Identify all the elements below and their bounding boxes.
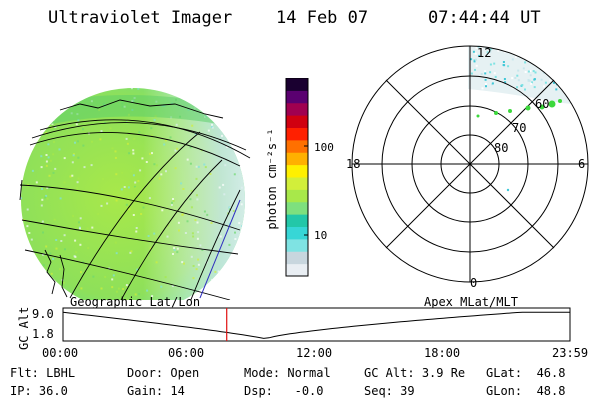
colorbar-stripe <box>286 251 308 265</box>
colorbar <box>285 78 309 277</box>
status-door: Door: Open <box>127 366 200 380</box>
polar-grid <box>351 45 589 283</box>
geographic-image <box>19 88 251 300</box>
mlat-label-60: 60 <box>535 97 550 111</box>
timeline-ytick-top: 9.0 <box>32 307 54 321</box>
geographic-panel-label: Geographic Lat/Lon <box>70 295 201 309</box>
instrument-title: Ultraviolet Imager <box>48 8 233 28</box>
timeline-xtick-4: 23:59 <box>552 346 589 360</box>
colorbar-stripe <box>286 226 308 240</box>
aurora-dots <box>476 99 562 192</box>
colorbar-tick-10: 10 <box>314 229 328 242</box>
lat-lon-grid <box>19 119 251 300</box>
colorbar-stripe <box>286 102 308 116</box>
status-glat: GLat: 46.8 <box>486 366 566 380</box>
mlat-label-80: 80 <box>494 141 509 155</box>
colorbar-unit-label: photon cm⁻²s⁻¹ <box>265 128 279 230</box>
colorbar-stripe <box>286 263 308 277</box>
mlt-label-bottom: 0 <box>470 276 478 290</box>
status-mode: Mode: Normal <box>244 366 331 380</box>
colorbar-tick-100: 100 <box>314 141 334 154</box>
status-gain: Gain: 14 <box>127 384 185 398</box>
apex-panel-label: Apex MLat/MLT <box>424 295 518 309</box>
colorbar-frame <box>285 78 309 277</box>
colorbar-stripe <box>286 152 308 166</box>
colorbar-stripe <box>286 115 308 128</box>
colorbar-stripe <box>286 78 308 91</box>
colorbar-stripe <box>286 139 308 153</box>
terminator-line <box>199 199 241 299</box>
mlt-label-left: 18 <box>346 157 361 171</box>
status-dsp: Dsp: -0.0 <box>244 384 324 398</box>
timeline-ytick-bottom: 1.8 <box>32 327 54 341</box>
timeline-xtick-1: 06:00 <box>168 346 205 360</box>
colorbar-stripe <box>286 214 308 227</box>
colorbar-stripe <box>286 177 308 190</box>
colorbar-stripe <box>286 238 308 252</box>
timeline-xtick-0: 00:00 <box>42 346 79 360</box>
altitude-curve <box>62 311 570 339</box>
date-label: 14 Feb 07 <box>276 8 369 28</box>
mlat-label-70: 70 <box>512 121 527 135</box>
timeline-plot <box>62 307 571 342</box>
status-ip: IP: 36.0 <box>10 384 68 398</box>
disk-fade <box>21 88 245 300</box>
colorbar-ticks <box>304 145 308 236</box>
colorbar-stripe <box>286 164 308 178</box>
colorbar-stripe <box>286 90 308 104</box>
status-gc-alt: GC Alt: 3.9 Re <box>364 366 466 380</box>
polar-plot <box>351 45 589 283</box>
status-seq: Seq: 39 <box>364 384 415 398</box>
timeline-xtick-3: 18:00 <box>424 346 461 360</box>
coastline <box>19 99 224 298</box>
timeline-xtick-2: 12:00 <box>296 346 333 360</box>
status-glon: GLon: 48.8 <box>486 384 566 398</box>
colorbar-stripe <box>286 127 308 141</box>
timeline-ylabel: GC Alt <box>17 306 31 350</box>
colorbar-stripe <box>286 201 308 215</box>
colorbar-stripe <box>286 189 308 203</box>
mlt-label-right: 6 <box>578 157 586 171</box>
mlt-label-top: 12 <box>477 46 492 60</box>
time-label: 07:44:44 UT <box>428 8 541 28</box>
status-flt: Flt: LBHL <box>10 366 76 380</box>
timeline-frame <box>62 307 571 342</box>
colorbar-stripes <box>286 78 308 277</box>
